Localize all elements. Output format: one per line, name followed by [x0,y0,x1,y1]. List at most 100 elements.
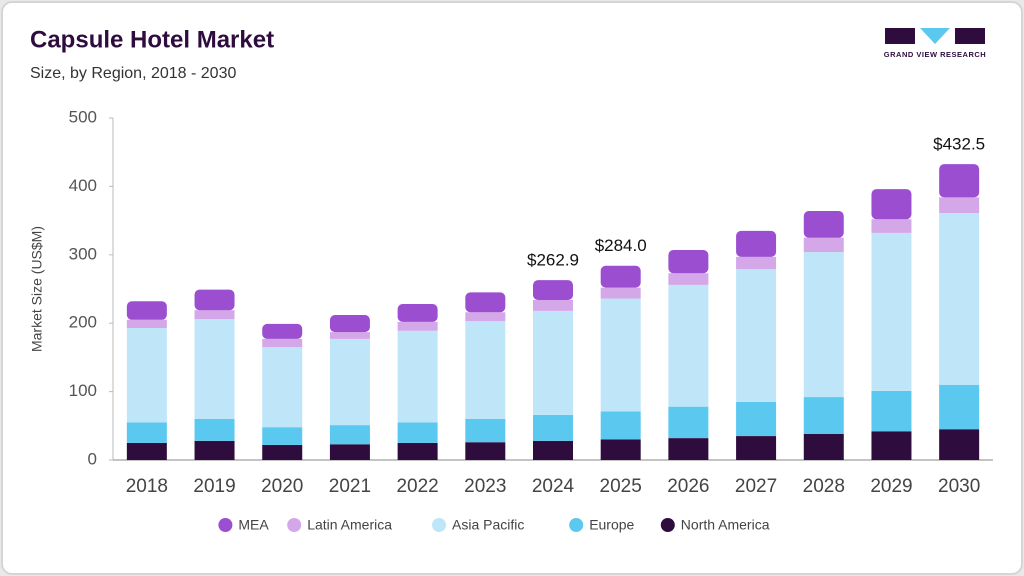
bar-segment [397,304,438,322]
legend-swatch [432,518,446,532]
y-axis-label: Market Size (US$M) [29,226,45,352]
bar-segment [397,422,438,443]
x-tick-label: 2020 [261,476,303,497]
x-tick-label: 2023 [464,476,506,497]
bar-segment [329,444,370,460]
bar-segment [939,213,980,385]
y-tick-label: 500 [69,107,97,126]
bar-segment [262,338,303,348]
bar-segment [465,442,506,460]
y-tick-label: 200 [69,313,97,332]
x-tick-label: 2029 [870,476,912,497]
bar-segment [600,265,641,288]
bar-segment [194,440,235,460]
bar-segment [397,442,438,460]
bar-segment [194,418,235,441]
bar-segment [736,436,777,460]
bar-segment [194,289,235,311]
bar-segment [533,280,573,300]
bar-segment [262,427,303,445]
bar-segment [803,434,844,460]
y-tick-label: 300 [69,244,97,263]
bar-segment [194,319,235,419]
legend-label: Asia Pacific [452,517,524,533]
bar-segment [939,429,980,460]
bar-segment [465,312,506,322]
bar-segment [126,301,167,320]
x-tick-label: 2019 [193,476,235,497]
bar-segment [871,219,912,233]
total-label: $284.0 [595,236,647,255]
bar-segment [939,197,980,214]
bar-segment [736,256,777,270]
legend-swatch [287,518,302,532]
bar-segment [329,314,370,333]
logo-text: GRAND VIEW RESEARCH [884,50,986,59]
bar-segment [736,269,777,402]
bar-segment [262,323,303,339]
bar-segment [126,422,167,443]
x-tick-label: 2025 [600,476,642,497]
bar-segment [736,401,777,437]
bar-segment [871,390,912,432]
x-tick-label: 2027 [735,476,777,497]
bar-segment [600,287,641,299]
bar-segment [668,273,709,285]
bar-segment [871,431,912,460]
legend-label: Latin America [307,517,392,533]
y-tick-label: 100 [69,381,97,400]
bar-segment [465,292,506,313]
bar-segment [533,310,573,415]
bar-segment [668,438,709,460]
y-tick-label: 0 [88,449,97,468]
x-tick-label: 2026 [667,476,709,497]
bar-segment [600,439,641,460]
bar-segment [803,397,844,435]
bar-segment [194,310,235,320]
x-tick-label: 2021 [329,476,371,497]
bar-segment [803,252,844,398]
bar-segment [397,330,438,423]
legend-label: North America [681,517,770,533]
chart-subtitle: Size, by Region, 2018 - 2030 [30,65,236,82]
bar-segment [126,442,167,460]
bar-segment [871,232,912,391]
bar-segment [533,414,573,441]
bar-segment [600,411,641,440]
bar-segment [736,230,777,257]
bar-segment [600,298,641,412]
bar-segment [668,406,709,439]
chart-title: Capsule Hotel Market [30,26,274,53]
bar-segment [126,319,167,328]
bar-segment [262,347,303,428]
x-tick-label: 2024 [532,476,575,497]
bar-segment [329,332,370,339]
legend-label: MEA [238,517,269,533]
bar-segment [397,321,438,331]
bar-segment [668,284,709,407]
total-label: $432.5 [933,135,985,154]
bar-segment [533,440,573,460]
bar-segment [871,189,912,220]
bar-segment [803,211,844,238]
total-label: $262.9 [527,251,579,270]
x-tick-label: 2018 [126,476,168,497]
bar-segment [533,299,573,311]
x-tick-label: 2028 [803,476,845,497]
legend-label: Europe [589,517,634,533]
bar-segment [668,250,709,274]
legend-swatch [218,518,233,532]
legend-swatch [660,518,675,532]
logo-block [920,28,950,44]
x-tick-label: 2030 [938,476,980,497]
bar-segment [329,425,370,445]
bar-segment [465,418,506,443]
legend-swatch [569,518,584,532]
x-tick-label: 2022 [396,476,438,497]
bar-segment [262,444,303,460]
bar-segment [126,327,167,423]
bar-segment [465,321,506,419]
y-tick-label: 400 [69,176,97,195]
logo-block [955,28,985,44]
